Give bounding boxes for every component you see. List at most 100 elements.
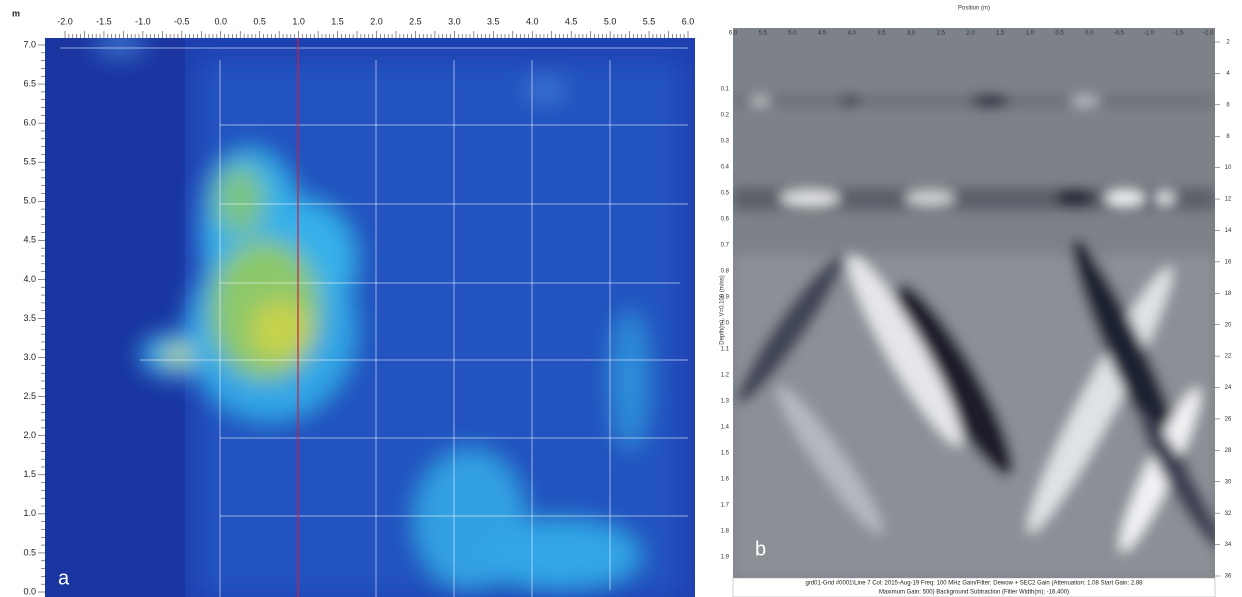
panel-label: b [755, 538, 766, 560]
panel-label: a [58, 567, 70, 589]
y2-tick-label: 22 [1225, 354, 1232, 360]
heatmap-a [45, 38, 695, 597]
y-tick-label: 1.0 [721, 321, 730, 327]
y2-tick-label: 24 [1225, 385, 1232, 391]
footer-line: grd01-Grid #0001\Line 7 Col: 2015-Aug-19… [805, 581, 1143, 587]
y-tick-label: 0.6 [721, 217, 730, 223]
x-tick-label: 5.0 [604, 16, 617, 26]
x-tick-label: 2.5 [937, 31, 946, 37]
y2-tick-label: 28 [1225, 448, 1232, 454]
y2-tick-label: 12 [1225, 197, 1232, 203]
y-tick-label: 3.5 [23, 313, 36, 323]
axis-title: Position (m) [958, 6, 990, 12]
y-tick-label: 0.8 [721, 269, 730, 275]
axes-a: -2.0 -1.5 -1.0 -0.5 0.0 0.5 1.0 1.5 2.0 2.5 3.0 3.5… [23, 16, 694, 596]
x-tick-label: -0.5 [1114, 31, 1125, 37]
y2-tick-label: 36 [1225, 574, 1232, 580]
x-tick-label: -2.0 [57, 16, 73, 26]
y2-tick-label: 26 [1225, 417, 1232, 423]
footer-line: Maximum Gain: 500) Background Subtractio… [879, 590, 1069, 596]
y-tick-label: 1.7 [721, 503, 730, 509]
y-tick-label: 0.3 [721, 139, 730, 145]
y2-tick-label: 10 [1225, 165, 1232, 171]
x-tick-label: 4.0 [526, 16, 539, 26]
x-tick-label: 5.5 [643, 16, 656, 26]
y2-tick-label: 32 [1225, 511, 1232, 517]
y2-tick-label: 8 [1226, 134, 1230, 140]
y-tick-label: 0.4 [721, 165, 730, 171]
y-tick-label: 1.5 [23, 469, 36, 479]
y-tick-label: 1.6 [721, 477, 730, 483]
y-tick-label: 0.0 [23, 586, 36, 596]
x-tick-label: -1.5 [1173, 31, 1184, 37]
x-tick-label: 4.0 [848, 31, 857, 37]
unit-label: m [12, 8, 20, 18]
y-tick-label: 1.4 [721, 425, 730, 431]
y-tick-label: 1.1 [721, 347, 730, 353]
x-tick-label: 3.0 [448, 16, 461, 26]
y-tick-label: 3.0 [23, 352, 36, 362]
y-tick-label: 1.9 [721, 555, 730, 561]
y-tick-label: 0.7 [721, 243, 730, 249]
x-tick-label: 0.5 [253, 16, 266, 26]
x-tick-label: 5.5 [759, 31, 768, 37]
axes-b: 6.0 5.5 5.0 4.5 4.0 3.5 3.0 2.5 2.0 1.5 1.0 0.5 0.0 -… [721, 31, 1232, 580]
y-tick-label: 0.5 [721, 191, 730, 197]
x-tick-label: 2.0 [370, 16, 383, 26]
y-tick-label: 0.1 [721, 87, 730, 93]
x-tick-label: -0.5 [174, 16, 190, 26]
y-tick-label: 1.8 [721, 529, 730, 535]
footer-box [732, 577, 1216, 597]
x-tick-label: 3.5 [487, 16, 500, 26]
x-tick-label: 2.5 [409, 16, 422, 26]
y2-tick-label: 30 [1225, 479, 1232, 485]
x-tick-label: 1.5 [996, 31, 1005, 37]
y2-tick-label: 18 [1225, 291, 1232, 297]
x-tick-label: 3.0 [907, 31, 916, 37]
x-tick-label: 6.0 [682, 16, 695, 26]
y-tick-label: 7.0 [23, 39, 36, 49]
x-tick-label: 0.5 [1055, 31, 1064, 37]
y-tick-label: 0.9 [721, 295, 730, 301]
x-tick-label: 5.0 [788, 31, 797, 37]
x-tick-label: 1.0 [1026, 31, 1035, 37]
y2-tick-label: 16 [1225, 259, 1232, 265]
x-tick-label: 6.0 [729, 31, 738, 37]
x-tick-label: 2.0 [966, 31, 975, 37]
x-tick-label: -1.5 [96, 16, 112, 26]
y-tick-label: 2.0 [23, 430, 36, 440]
y-tick-label: 0.2 [721, 113, 730, 119]
y-tick-label: 5.5 [23, 157, 36, 167]
y-tick-label: 4.5 [23, 235, 36, 245]
radargram-b [733, 28, 1215, 578]
axis-title: Depth(m), V=0.100 (m/ns) [720, 275, 726, 345]
x-tick-label: 0.0 [1085, 31, 1094, 37]
y-tick-label: 5.0 [23, 196, 36, 206]
y-tick-label: 6.5 [23, 78, 36, 88]
x-tick-label: 4.5 [818, 31, 827, 37]
y2-tick-label: 34 [1225, 542, 1232, 548]
x-tick-label: 1.5 [331, 16, 344, 26]
x-tick-label: -2.0 [1203, 31, 1214, 37]
y2-tick-label: 6 [1226, 102, 1230, 108]
x-tick-label: 4.5 [565, 16, 578, 26]
x-tick-label: 0.0 [214, 16, 227, 26]
x-tick-label: -1.0 [1143, 31, 1154, 37]
y-tick-label: 0.5 [23, 547, 36, 557]
x-tick-label: 1.0 [292, 16, 305, 26]
y-tick-label: 1.3 [721, 399, 730, 405]
y-tick-label: 2.5 [23, 391, 36, 401]
y-tick-label: 1.2 [721, 373, 730, 379]
y2-tick-label: 20 [1225, 322, 1232, 328]
y2-tick-label: 2 [1226, 40, 1230, 46]
y-tick-label: 1.0 [23, 508, 36, 518]
y-tick-label: 4.0 [23, 274, 36, 284]
y2-tick-label: 14 [1225, 228, 1232, 234]
x-tick-label: 3.5 [877, 31, 886, 37]
x-tick-label: -1.0 [135, 16, 151, 26]
y-tick-label: 1.5 [721, 451, 730, 457]
y-tick-label: 6.0 [23, 118, 36, 128]
y2-tick-label: 4 [1226, 71, 1230, 77]
